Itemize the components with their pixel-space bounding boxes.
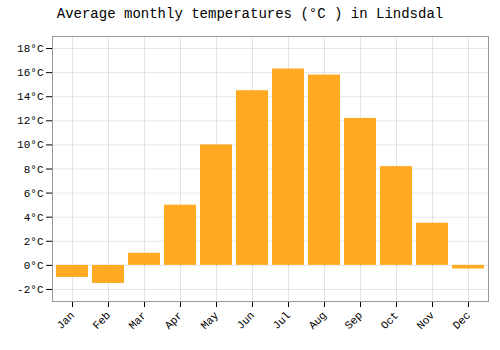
svg-text:2°C: 2°C [24,236,44,248]
svg-text:4°C: 4°C [24,212,44,224]
svg-text:Sep: Sep [343,309,365,331]
html-text:Average monthly temperatures (: Average monthly temperatures (°C ) in Li… [56,6,444,22]
svg-text:Feb: Feb [91,309,113,331]
svg-text:-2°C: -2°C [17,284,44,296]
svg-text:Oct: Oct [379,309,401,331]
svg-text:Nov: Nov [415,309,438,332]
svg-text:14°C: 14°C [17,91,44,103]
svg-text:18°C: 18°C [17,43,44,55]
svg-text:6°C: 6°C [24,188,44,200]
svg-text:Dec: Dec [451,309,473,331]
svg-text:Apr: Apr [163,309,185,331]
svg-text:Jun: Jun [235,309,257,331]
svg-text:Jan: Jan [55,309,77,331]
svg-text:16°C: 16°C [17,67,44,79]
svg-text:10°C: 10°C [17,139,44,151]
svg-text:Jul: Jul [271,309,293,331]
svg-text:Aug: Aug [307,309,329,331]
svg-text:May: May [199,309,222,332]
svg-text:12°C: 12°C [17,115,44,127]
svg-text:8°C: 8°C [24,164,44,176]
svg-text:Mar: Mar [127,309,149,331]
svg-text:0°C: 0°C [24,260,44,272]
